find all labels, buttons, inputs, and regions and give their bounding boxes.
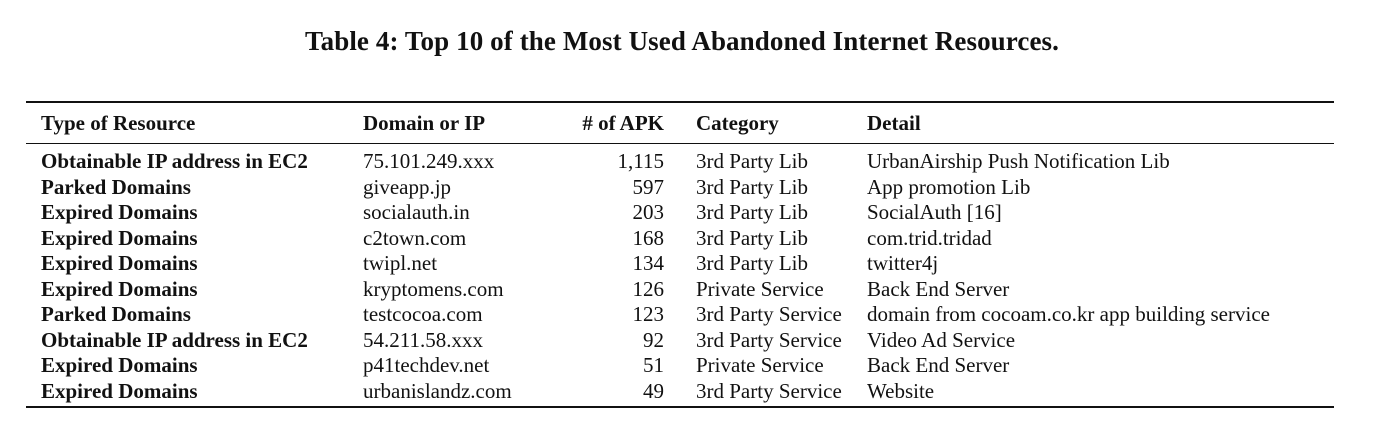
- cell-type: Expired Domains: [41, 378, 198, 403]
- cell-category: 3rd Party Lib: [696, 149, 808, 173]
- cell-apk: 92: [643, 327, 664, 352]
- cell-apk: 123: [632, 302, 665, 326]
- header-category: Category: [696, 110, 779, 135]
- cell-domain: socialauth.in: [363, 200, 470, 224]
- header-detail: Detail: [867, 110, 921, 135]
- cell-category: 3rd Party Lib: [696, 225, 808, 250]
- cell-type: Expired Domains: [41, 353, 198, 377]
- cell-detail: Back End Server: [867, 276, 1010, 301]
- cell-apk: 1,115: [617, 149, 664, 173]
- table-row: Expired Domains p41techdev.net 51 Privat…: [26, 353, 1334, 379]
- cell-detail: twitter4j: [867, 251, 939, 275]
- cell-category: 3rd Party Service: [696, 327, 842, 352]
- table-row: Obtainable IP address in EC2 75.101.249.…: [26, 144, 1334, 175]
- table-row: Expired Domains twipl.net 134 3rd Party …: [26, 251, 1334, 277]
- cell-domain: c2town.com: [363, 225, 467, 250]
- cell-type: Expired Domains: [41, 251, 198, 275]
- table-row: Parked Domains testcocoa.com 123 3rd Par…: [26, 302, 1334, 328]
- cell-type: Obtainable IP address in EC2: [41, 149, 308, 173]
- cell-domain: kryptomens.com: [363, 276, 504, 301]
- cell-category: 3rd Party Lib: [696, 174, 808, 199]
- cell-detail: Website: [867, 378, 935, 403]
- resource-table-wrapper: Type of Resource Domain or IP # of APK C…: [26, 101, 1334, 408]
- table-row: Expired Domains urbanislandz.com 49 3rd …: [26, 379, 1334, 408]
- table-header: Type of Resource Domain or IP # of APK C…: [26, 102, 1334, 144]
- cell-apk: 203: [632, 200, 665, 224]
- cell-apk: 168: [632, 225, 665, 250]
- cell-detail: com.trid.tridad: [867, 225, 992, 250]
- cell-detail: Video Ad Service: [867, 327, 1016, 352]
- cell-category: 3rd Party Lib: [696, 200, 808, 224]
- cell-domain: urbanislandz.com: [363, 378, 512, 403]
- table-row: Expired Domains c2town.com 168 3rd Party…: [26, 226, 1334, 252]
- table-caption: Table 4: Top 10 of the Most Used Abandon…: [304, 26, 1060, 56]
- cell-type: Expired Domains: [41, 200, 198, 224]
- cell-category: Private Service: [696, 276, 824, 301]
- cell-domain: twipl.net: [363, 251, 438, 275]
- cell-category: 3rd Party Lib: [696, 251, 808, 275]
- cell-domain: testcocoa.com: [363, 302, 483, 326]
- cell-apk: 597: [632, 174, 665, 199]
- cell-domain: 75.101.249.xxx: [363, 149, 495, 173]
- cell-detail: UrbanAirship Push Notification Lib: [867, 149, 1170, 173]
- cell-detail: SocialAuth [16]: [867, 200, 1002, 224]
- cell-type: Expired Domains: [41, 225, 198, 250]
- cell-type: Parked Domains: [41, 174, 191, 199]
- cell-category: Private Service: [696, 353, 824, 377]
- cell-type: Obtainable IP address in EC2: [41, 327, 308, 352]
- cell-type: Parked Domains: [41, 302, 191, 326]
- cell-apk: 49: [643, 378, 664, 403]
- cell-detail: Back End Server: [867, 353, 1010, 377]
- cell-category: 3rd Party Service: [696, 302, 842, 326]
- table-row: Expired Domains kryptomens.com 126 Priva…: [26, 277, 1334, 303]
- table-row: Expired Domains socialauth.in 203 3rd Pa…: [26, 200, 1334, 226]
- cell-apk: 134: [632, 251, 665, 275]
- cell-category: 3rd Party Service: [696, 378, 842, 403]
- table-row: Parked Domains giveapp.jp 597 3rd Party …: [26, 175, 1334, 201]
- header-domain: Domain or IP: [363, 110, 486, 135]
- header-apk: # of APK: [582, 110, 664, 135]
- cell-apk: 51: [643, 353, 664, 377]
- cell-detail: App promotion Lib: [867, 174, 1031, 199]
- table-row: Obtainable IP address in EC2 54.211.58.x…: [26, 328, 1334, 354]
- header-type: Type of Resource: [41, 110, 196, 135]
- cell-apk: 126: [632, 276, 665, 301]
- resource-table: Type of Resource Domain or IP # of APK C…: [26, 101, 1334, 408]
- cell-domain: 54.211.58.xxx: [363, 327, 483, 352]
- cell-domain: p41techdev.net: [363, 353, 490, 377]
- header-row: Type of Resource Domain or IP # of APK C…: [26, 102, 1334, 144]
- cell-domain: giveapp.jp: [363, 174, 452, 199]
- cell-type: Expired Domains: [41, 276, 198, 301]
- cell-detail: domain from cocoam.co.kr app building se…: [867, 302, 1270, 326]
- table-body: Obtainable IP address in EC2 75.101.249.…: [26, 144, 1334, 408]
